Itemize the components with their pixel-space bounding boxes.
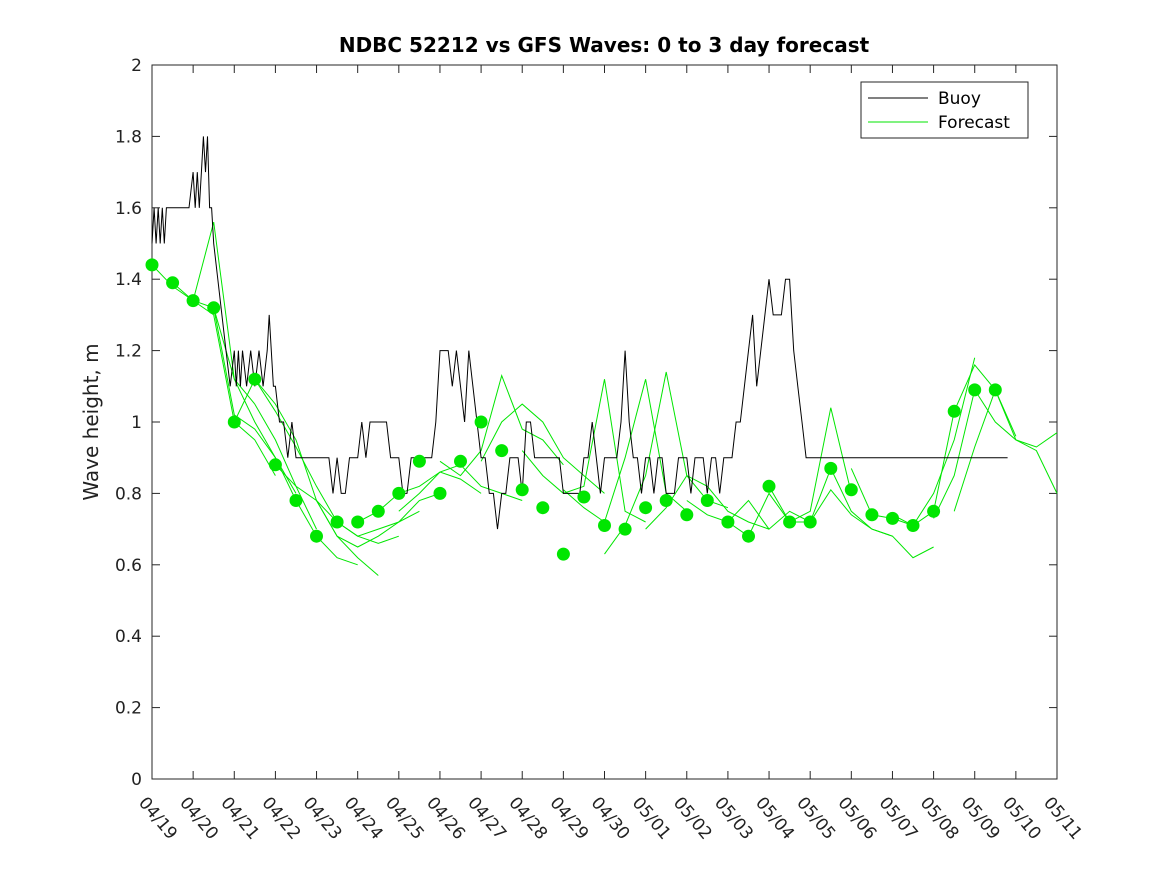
forecast-analysis-point [433,486,447,500]
forecast-analysis-point [577,490,591,504]
forecast-run-line [686,499,811,530]
forecast-analysis-point [412,454,426,468]
y-tick-label: 1.4 [115,270,142,290]
x-tick-label: 05/07 [875,793,922,843]
forecast-analysis-point [598,519,611,532]
x-tick-label: 05/11 [1039,793,1086,843]
forecast-analysis-point [351,515,365,529]
y-tick-label: 0.2 [115,699,142,719]
chart-title: NDBC 52212 vs GFS Waves: 0 to 3 day fore… [339,33,870,57]
forecast-analysis-point [145,258,159,272]
forecast-run-line [316,492,441,548]
y-tick-label: 1.2 [115,342,142,362]
plot-area: 00.20.40.60.811.21.41.61.8204/1904/2004/… [115,56,1086,844]
x-tick-label: 05/08 [916,793,963,843]
forecast-analysis-point [988,383,1002,397]
x-tick-label: 04/21 [216,793,263,843]
forecast-analysis-point [556,547,570,561]
forecast-analysis-point [927,504,941,518]
forecast-analysis-point [824,461,838,475]
forecast-analysis-point [762,479,776,493]
axes-frame [151,64,1058,780]
forecast-run-line [439,373,564,477]
forecast-analysis-point [454,454,467,468]
forecast-analysis-point [207,301,221,315]
buoy-series-line [151,136,1008,530]
x-tick-label: 04/28 [504,793,551,843]
x-tick-label: 05/04 [751,793,798,843]
forecast-run-line [933,388,1058,519]
forecast-run-line [645,474,770,530]
forecast-analysis-point [659,494,673,507]
forecast-analysis-point [248,372,262,386]
forecast-analysis-point [680,508,694,522]
forecast-run-line [398,464,523,512]
x-tick-label: 04/20 [175,793,222,843]
forecast-run-line [809,488,934,559]
x-tick-label: 04/27 [463,793,510,843]
y-tick-label: 1.6 [115,199,142,219]
forecast-analysis-point [474,415,488,429]
forecast-analysis-point [166,276,180,290]
forecast-analysis-point [618,522,632,536]
forecast-analysis-point [742,529,755,543]
legend-buoy-label: Buoy [938,89,981,109]
forecast-analysis-point [289,494,303,507]
forecast-analysis-point [886,511,899,525]
y-tick-label: 0 [131,770,142,790]
forecast-analysis-point [783,515,797,529]
x-tick-label: 04/24 [340,793,387,843]
x-tick-label: 05/03 [710,793,757,843]
forecast-run-line [521,379,646,523]
forecast-analysis-point [639,501,653,515]
x-tick-label: 04/26 [422,793,469,843]
forecast-analysis-point [906,519,920,532]
forecast-analysis-point [865,508,879,522]
y-tick-label: 0.6 [115,556,142,576]
forecast-run-line [275,464,420,537]
x-tick-label: 04/25 [381,793,428,843]
x-tick-label: 05/06 [833,793,880,843]
x-tick-label: 05/02 [669,793,716,843]
x-tick-label: 04/30 [587,793,634,843]
forecast-analysis-point [515,483,529,497]
x-tick-label: 05/10 [998,793,1045,843]
forecast-analysis-point [330,515,344,529]
forecast-analysis-point [310,529,323,543]
y-axis-label: Wave height, m [79,343,103,500]
x-tick-label: 04/23 [299,793,346,843]
y-tick-label: 1 [131,413,142,433]
y-tick-label: 2 [131,56,142,76]
forecast-analysis-point [947,404,961,418]
forecast-analysis-point [186,294,200,308]
x-tick-label: 04/29 [546,793,593,843]
forecast-analysis-point [371,504,385,518]
forecast-analysis-point [700,494,714,507]
x-tick-label: 05/09 [957,793,1004,843]
x-tick-label: 04/22 [258,793,305,843]
forecast-run-line [213,307,358,566]
forecast-run-line [480,403,605,494]
legend-forecast-label: Forecast [938,113,1010,133]
forecast-run-line [850,357,976,527]
y-tick-label: 0.8 [115,484,142,504]
y-tick-label: 0.4 [115,627,142,647]
forecast-analysis-point [227,415,241,429]
x-tick-label: 04/19 [134,793,181,843]
forecast-analysis-point [844,483,858,497]
forecast-analysis-point [495,444,509,458]
forecast-analysis-point [968,383,982,397]
forecast-analysis-point [392,486,406,500]
forecast-run-line [953,388,1058,512]
x-tick-label: 05/05 [792,793,839,843]
forecast-analysis-point [268,458,282,472]
forecast-analysis-point [721,515,735,529]
legend: Buoy Forecast [860,81,1029,139]
legend-box [860,81,1029,139]
forecast-analysis-point [803,515,817,529]
forecast-analysis-point [536,501,550,515]
x-tick-label: 05/01 [628,793,675,843]
y-tick-label: 1.8 [115,127,142,147]
